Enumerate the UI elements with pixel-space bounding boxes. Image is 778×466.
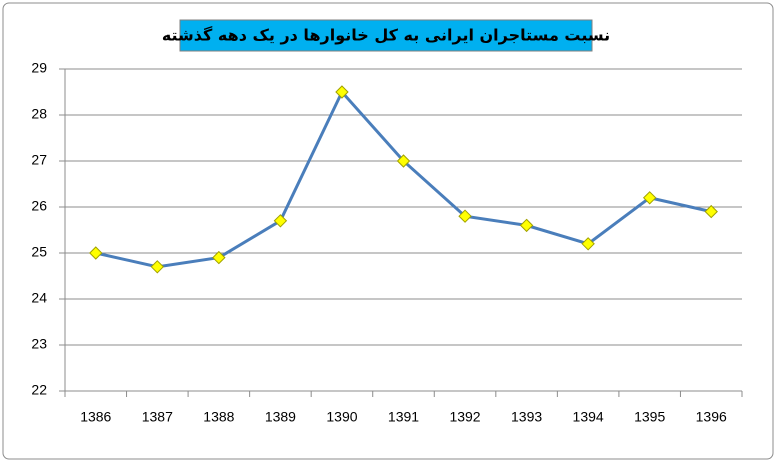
y-tick-label: 24 bbox=[31, 290, 47, 306]
data-point bbox=[519, 218, 534, 233]
x-tick-label: 1389 bbox=[265, 409, 296, 425]
y-tick-label: 23 bbox=[31, 336, 47, 352]
x-tick-label: 1391 bbox=[388, 409, 419, 425]
y-tick-label: 25 bbox=[31, 244, 47, 260]
x-tick-label: 1390 bbox=[326, 409, 357, 425]
data-point bbox=[642, 191, 657, 205]
x-tick-label: 1395 bbox=[634, 409, 665, 425]
data-point bbox=[89, 246, 103, 260]
x-tick-label: 1388 bbox=[203, 409, 234, 425]
x-tick-label: 1396 bbox=[696, 409, 727, 425]
data-point bbox=[704, 204, 718, 219]
data-point bbox=[212, 250, 226, 265]
y-tick-label: 22 bbox=[31, 382, 47, 398]
data-point bbox=[458, 209, 472, 223]
x-tick-label: 1387 bbox=[142, 409, 173, 425]
data-point bbox=[335, 85, 349, 99]
x-tick-label: 1392 bbox=[449, 409, 480, 425]
x-tick-label: 1393 bbox=[511, 409, 542, 425]
y-tick-label: 27 bbox=[31, 152, 47, 168]
chart-title: نسبت مستاجران ایرانی به کل خانوارها در ی… bbox=[162, 26, 610, 45]
data-point bbox=[150, 260, 165, 274]
data-point bbox=[396, 154, 411, 168]
data-point bbox=[273, 214, 288, 228]
x-tick-label: 1394 bbox=[573, 409, 604, 425]
y-tick-label: 28 bbox=[31, 106, 47, 122]
title-box bbox=[179, 19, 593, 52]
y-tick-label: 26 bbox=[31, 198, 47, 214]
data-point bbox=[581, 237, 595, 251]
x-tick-label: 1386 bbox=[80, 409, 111, 425]
y-tick-label: 29 bbox=[31, 60, 47, 76]
